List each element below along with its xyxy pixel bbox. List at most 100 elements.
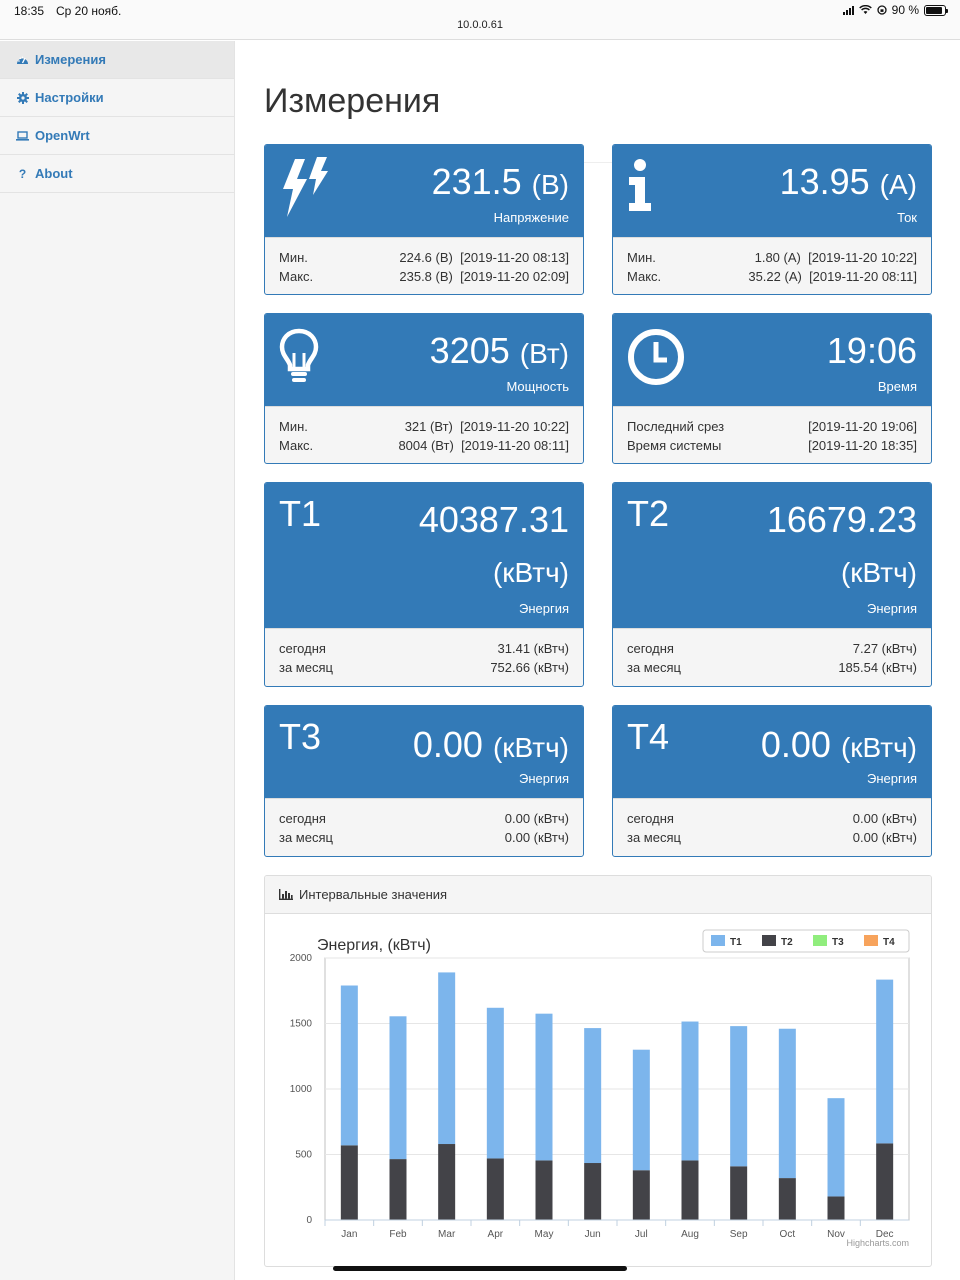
sidebar-item-openwrt[interactable]: OpenWrt	[0, 117, 234, 155]
bar-t1-mar[interactable]	[438, 972, 456, 1145]
bar-chart-icon	[279, 889, 293, 900]
y-tick-label: 2000	[290, 953, 313, 964]
bar-t1-aug[interactable]	[681, 1021, 699, 1161]
min-value: 1.80 (А) [2019-11-20 10:22]	[754, 250, 917, 265]
sidebar-item-about[interactable]: ? About	[0, 155, 234, 193]
chart-title: Энергия, (кВтч)	[317, 937, 431, 954]
today-row: сегодня 7.27 (кВтч)	[627, 639, 917, 658]
sidebar-item-label: Измерения	[35, 52, 106, 67]
bar-t2-sep[interactable]	[730, 1166, 748, 1220]
month-row: за месяц 185.54 (кВтч)	[627, 658, 917, 677]
today-label: сегодня	[279, 811, 326, 826]
max-label: Макс.	[279, 438, 314, 453]
address-bar[interactable]: 10.0.0.61	[457, 19, 503, 31]
x-tick-label: Mar	[438, 1229, 456, 1240]
sidebar-item-label: OpenWrt	[35, 128, 90, 143]
bar-t2-dec[interactable]	[876, 1143, 894, 1220]
bar-t2-jan[interactable]	[340, 1145, 358, 1220]
bar-t1-dec[interactable]	[876, 979, 894, 1144]
today-label: сегодня	[627, 641, 674, 656]
month-value: 752.66 (кВтч)	[490, 660, 569, 675]
month-label: за месяц	[279, 660, 333, 675]
system-time-value: [2019-11-20 18:35]	[808, 438, 917, 453]
chart-bars	[340, 972, 894, 1220]
bar-t2-feb[interactable]	[389, 1159, 407, 1220]
today-label: сегодня	[627, 811, 674, 826]
legend-label-t2[interactable]: T2	[781, 937, 793, 948]
min-label: Мин.	[627, 250, 656, 265]
t3-value: 0.00 (кВтч)	[413, 724, 569, 766]
bar-t1-nov[interactable]	[827, 1098, 845, 1197]
main-content: Измерения 231.5 (В) Напряжение Мин. 224.6…	[264, 41, 932, 1267]
bar-t2-jul[interactable]	[632, 1170, 650, 1220]
today-row: сегодня 31.41 (кВтч)	[279, 639, 569, 658]
y-tick-label: 0	[306, 1215, 312, 1226]
bar-t2-mar[interactable]	[438, 1144, 456, 1220]
bar-t1-feb[interactable]	[389, 1016, 407, 1160]
legend-box	[702, 929, 910, 953]
legend-swatch-t4[interactable]	[864, 935, 878, 946]
tariff-t1-panel: T1 40387.31 (кВтч) Энергия сегодня 31.41 …	[264, 482, 584, 687]
x-tick-label: Jul	[635, 1229, 648, 1240]
legend-label-t1[interactable]: T1	[730, 937, 742, 948]
sidebar-item-settings[interactable]: Настройки	[0, 79, 234, 117]
power-value: 3205 (Вт)	[430, 330, 569, 372]
sidebar: Измерения Настройки OpenWrt ? About	[0, 41, 235, 1280]
sidebar-item-label: Настройки	[35, 90, 104, 105]
status-indicators: 90 %	[842, 3, 948, 17]
bar-t2-may[interactable]	[535, 1160, 553, 1220]
t3-unit: (кВтч)	[492, 732, 569, 763]
legend-label-t4[interactable]: T4	[883, 937, 895, 948]
power-unit: (Вт)	[519, 338, 569, 369]
cellular-signal-icon	[842, 5, 854, 15]
power-caption: Мощность	[506, 379, 569, 394]
chart-panel-title: Интервальные значения	[299, 887, 448, 902]
orientation-lock-icon	[876, 5, 887, 15]
legend-swatch-t3[interactable]	[813, 935, 827, 946]
t2-unit: (кВтч)	[840, 557, 917, 588]
bar-t2-oct[interactable]	[778, 1178, 796, 1220]
legend-swatch-t2[interactable]	[762, 935, 776, 946]
t4-number: 0.00	[760, 724, 831, 765]
legend-swatch-t1[interactable]	[711, 935, 725, 946]
x-tick-label: Aug	[681, 1229, 699, 1240]
bar-t1-sep[interactable]	[730, 1026, 748, 1167]
bar-t1-oct[interactable]	[778, 1028, 796, 1179]
max-label: Макс.	[627, 269, 662, 284]
month-label: за месяц	[627, 660, 681, 675]
current-value: 13.95 (А)	[780, 161, 917, 203]
bar-t1-apr[interactable]	[486, 1007, 504, 1159]
bar-t2-aug[interactable]	[681, 1160, 699, 1220]
x-tick-label: Sep	[730, 1229, 748, 1240]
bar-t2-jun[interactable]	[584, 1163, 602, 1220]
bar-t1-may[interactable]	[535, 1013, 553, 1161]
min-row: Мин. 321 (Вт) [2019-11-20 10:22]	[279, 417, 569, 436]
month-value: 0.00 (кВтч)	[504, 830, 569, 845]
month-label: за месяц	[627, 830, 681, 845]
t3-caption: Энергия	[518, 771, 569, 786]
clock-icon	[627, 328, 685, 391]
system-time-row: Время системы [2019-11-20 18:35]	[627, 436, 917, 455]
y-tick-label: 500	[295, 1150, 312, 1161]
bar-t1-jul[interactable]	[632, 1049, 650, 1171]
t1-value: 40387.31	[418, 499, 569, 540]
bar-t1-jan[interactable]	[340, 985, 358, 1146]
chart-panel-header: Интервальные значения	[265, 876, 931, 914]
legend-label-t3[interactable]: T3	[832, 937, 844, 948]
t4-caption: Энергия	[866, 771, 917, 786]
bar-t2-nov[interactable]	[827, 1196, 845, 1220]
month-row: за месяц 0.00 (кВтч)	[279, 828, 569, 847]
max-row: Макс. 8004 (Вт) [2019-11-20 08:11]	[279, 436, 569, 455]
bar-t1-jun[interactable]	[584, 1028, 602, 1164]
today-row: сегодня 0.00 (кВтч)	[279, 809, 569, 828]
month-row: за месяц 0.00 (кВтч)	[627, 828, 917, 847]
chart-credit[interactable]: Highcharts.com	[846, 1238, 909, 1248]
t1-stats: сегодня 31.41 (кВтч) за месяц 752.66 (кВтч…	[265, 628, 583, 686]
bar-t2-apr[interactable]	[486, 1158, 504, 1220]
question-icon: ?	[18, 166, 27, 181]
sidebar-item-measurements[interactable]: Измерения	[0, 41, 234, 79]
time-value: 19:06	[826, 330, 917, 371]
t1-unit: (кВтч)	[492, 557, 569, 588]
x-tick-label: Jun	[585, 1229, 601, 1240]
battery-percent: 90 %	[891, 3, 919, 17]
